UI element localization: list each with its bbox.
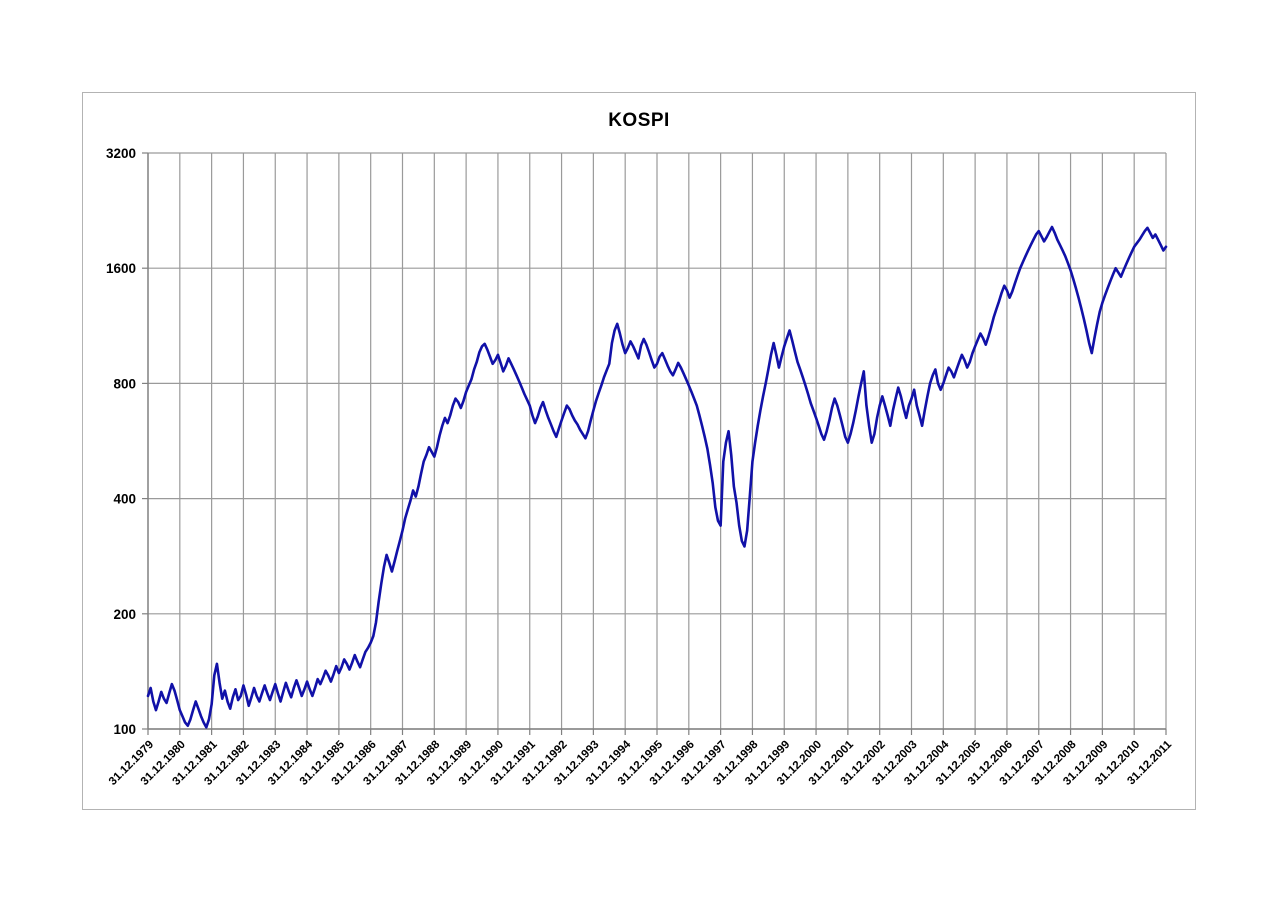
y-axis-label: 3200 xyxy=(106,146,136,161)
kospi-line-chart: 1002004008001600320031.12.197931.12.1980… xyxy=(106,146,1175,788)
y-axis-label: 100 xyxy=(113,722,136,737)
kospi-data-line xyxy=(146,225,1168,729)
chart-frame: KOSPI 100 200 400 800 1600 3200 31.12.1979 31.1… xyxy=(82,92,1196,810)
y-axis-label: 1600 xyxy=(106,261,136,276)
y-axis-label: 800 xyxy=(113,376,136,391)
chart-title: KOSPI xyxy=(608,110,670,131)
y-axis-label: 400 xyxy=(113,492,136,507)
y-axis-label: 200 xyxy=(113,607,136,622)
